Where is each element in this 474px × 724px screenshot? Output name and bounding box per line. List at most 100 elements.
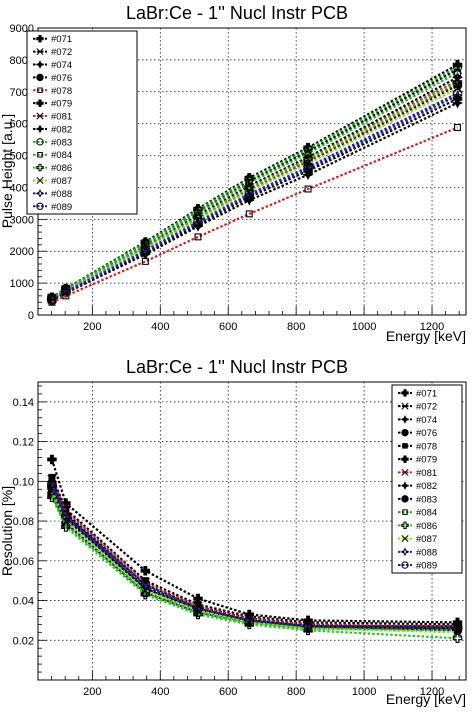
legend-marker: [36, 99, 44, 107]
x-tick-label: 1200: [420, 686, 444, 698]
data-point: [140, 246, 151, 256]
legend-entry-label: #084: [51, 150, 72, 161]
data-point: [303, 162, 313, 172]
data-point: [452, 623, 463, 634]
legend-entry-label: #072: [51, 47, 72, 58]
y-tick-label: 3000: [10, 214, 34, 226]
legend-marker: [35, 189, 45, 198]
legend-entry-label: #089: [416, 561, 437, 572]
x-tick-label: 1200: [420, 321, 444, 333]
y-tick-label: 2000: [10, 246, 34, 258]
series-line-086: [51, 81, 459, 300]
x-tick-label: 1000: [352, 321, 376, 333]
series-line-unlabeled: [51, 126, 458, 304]
data-point: [61, 498, 71, 508]
data-point: [48, 298, 56, 306]
legend-marker: [401, 495, 409, 503]
data-point: [452, 83, 463, 94]
series-line-089: [51, 92, 458, 301]
legend-entry-label: #081: [51, 112, 72, 123]
chart-title: LaBr:Ce - 1'' Nucl Instr PCB: [126, 357, 348, 377]
x-tick-label: 200: [83, 686, 101, 698]
data-point: [61, 510, 71, 520]
y-axis-label: Pulse Height [a.u.]: [0, 114, 15, 228]
legend-box: [26, 30, 138, 215]
plot-frame: [37, 381, 467, 681]
legend-marker: [401, 389, 409, 397]
data-point: [193, 603, 203, 614]
data-point: [245, 210, 253, 218]
data-point: [244, 615, 255, 626]
legend-marker: [35, 124, 45, 134]
legend-entry-label: #086: [51, 163, 72, 174]
data-point: [193, 593, 203, 604]
legend-marker: [36, 35, 44, 43]
legend-entry-label: #074: [51, 60, 72, 71]
legend-marker: [400, 481, 410, 490]
legend-entry-label: #082: [416, 481, 437, 492]
legend-marker: [401, 455, 409, 463]
series-line-086: [50, 496, 458, 640]
x-axis-label: Energy [keV]: [386, 328, 466, 344]
legend-marker: [37, 87, 43, 94]
legend-entry-label: #087: [416, 534, 437, 545]
legend-entry-label: #076: [416, 428, 437, 439]
data-point: [192, 217, 204, 229]
legend-marker: [401, 429, 409, 437]
legend-entry-label: #084: [416, 508, 437, 519]
data-point: [140, 579, 151, 590]
legend-entry-label: #072: [416, 402, 437, 413]
resolution-chart: LaBr:Ce - 1'' Nucl Instr PCB 200 400 600 800…: [0, 357, 467, 707]
x-tick-label: 600: [219, 686, 237, 698]
legend-marker: [402, 443, 408, 449]
data-point: [452, 88, 463, 99]
data-point: [193, 217, 203, 227]
legend-marker: [401, 561, 409, 569]
legend-marker: [36, 202, 44, 210]
series-line-084: [51, 71, 459, 300]
x-axis-label: Energy [keV]: [386, 691, 466, 707]
legend-marker: [37, 151, 43, 158]
y-tick-label: 8000: [10, 55, 34, 67]
data-point: [244, 189, 255, 199]
y-axis-label: Resolution [%]: [0, 486, 15, 576]
x-tick-label: 200: [83, 321, 101, 333]
y-tick-label: 0.06: [13, 556, 34, 568]
legend-entry-label: #083: [416, 494, 437, 505]
data-point: [62, 292, 70, 300]
y-tick-label: 1000: [10, 278, 34, 290]
data-point: [452, 617, 463, 628]
series-line-084: [50, 494, 458, 632]
data-point: [139, 246, 151, 258]
x-tick-label: 400: [151, 321, 169, 333]
legend-entry-label: #076: [51, 73, 72, 84]
legend-entry-label: #088: [416, 547, 437, 558]
y-tick-label: 0.10: [13, 476, 34, 488]
data-point: [302, 169, 314, 181]
y-tick-label: 6000: [10, 119, 34, 131]
legend-entry-label: #087: [51, 176, 72, 187]
series-line-089: [50, 482, 458, 630]
data-point: [244, 609, 255, 620]
data-point: [304, 185, 312, 193]
data-point: [140, 565, 151, 576]
legend-marker: [401, 535, 409, 543]
legend-marker: [36, 176, 44, 185]
data-point: [139, 581, 151, 593]
legend-marker: [36, 112, 44, 120]
chart-title: LaBr:Ce - 1'' Nucl Instr PCB: [126, 3, 348, 23]
legend-entry-label: #081: [416, 468, 437, 479]
legend-marker: [36, 48, 44, 56]
y-tick-label: 0.14: [13, 397, 34, 409]
legend-entry-label: #071: [416, 388, 437, 399]
data-point: [303, 621, 313, 632]
data-point: [454, 124, 461, 131]
legend-marker: [402, 509, 408, 515]
legend-marker: [35, 60, 45, 69]
x-tick-label: 400: [151, 686, 169, 698]
data-point: [47, 454, 57, 465]
legend-entry-label: #079: [416, 455, 437, 466]
x-tick-label: 800: [287, 686, 305, 698]
legend-entry-label: #088: [51, 189, 72, 200]
legend-marker: [36, 163, 44, 172]
